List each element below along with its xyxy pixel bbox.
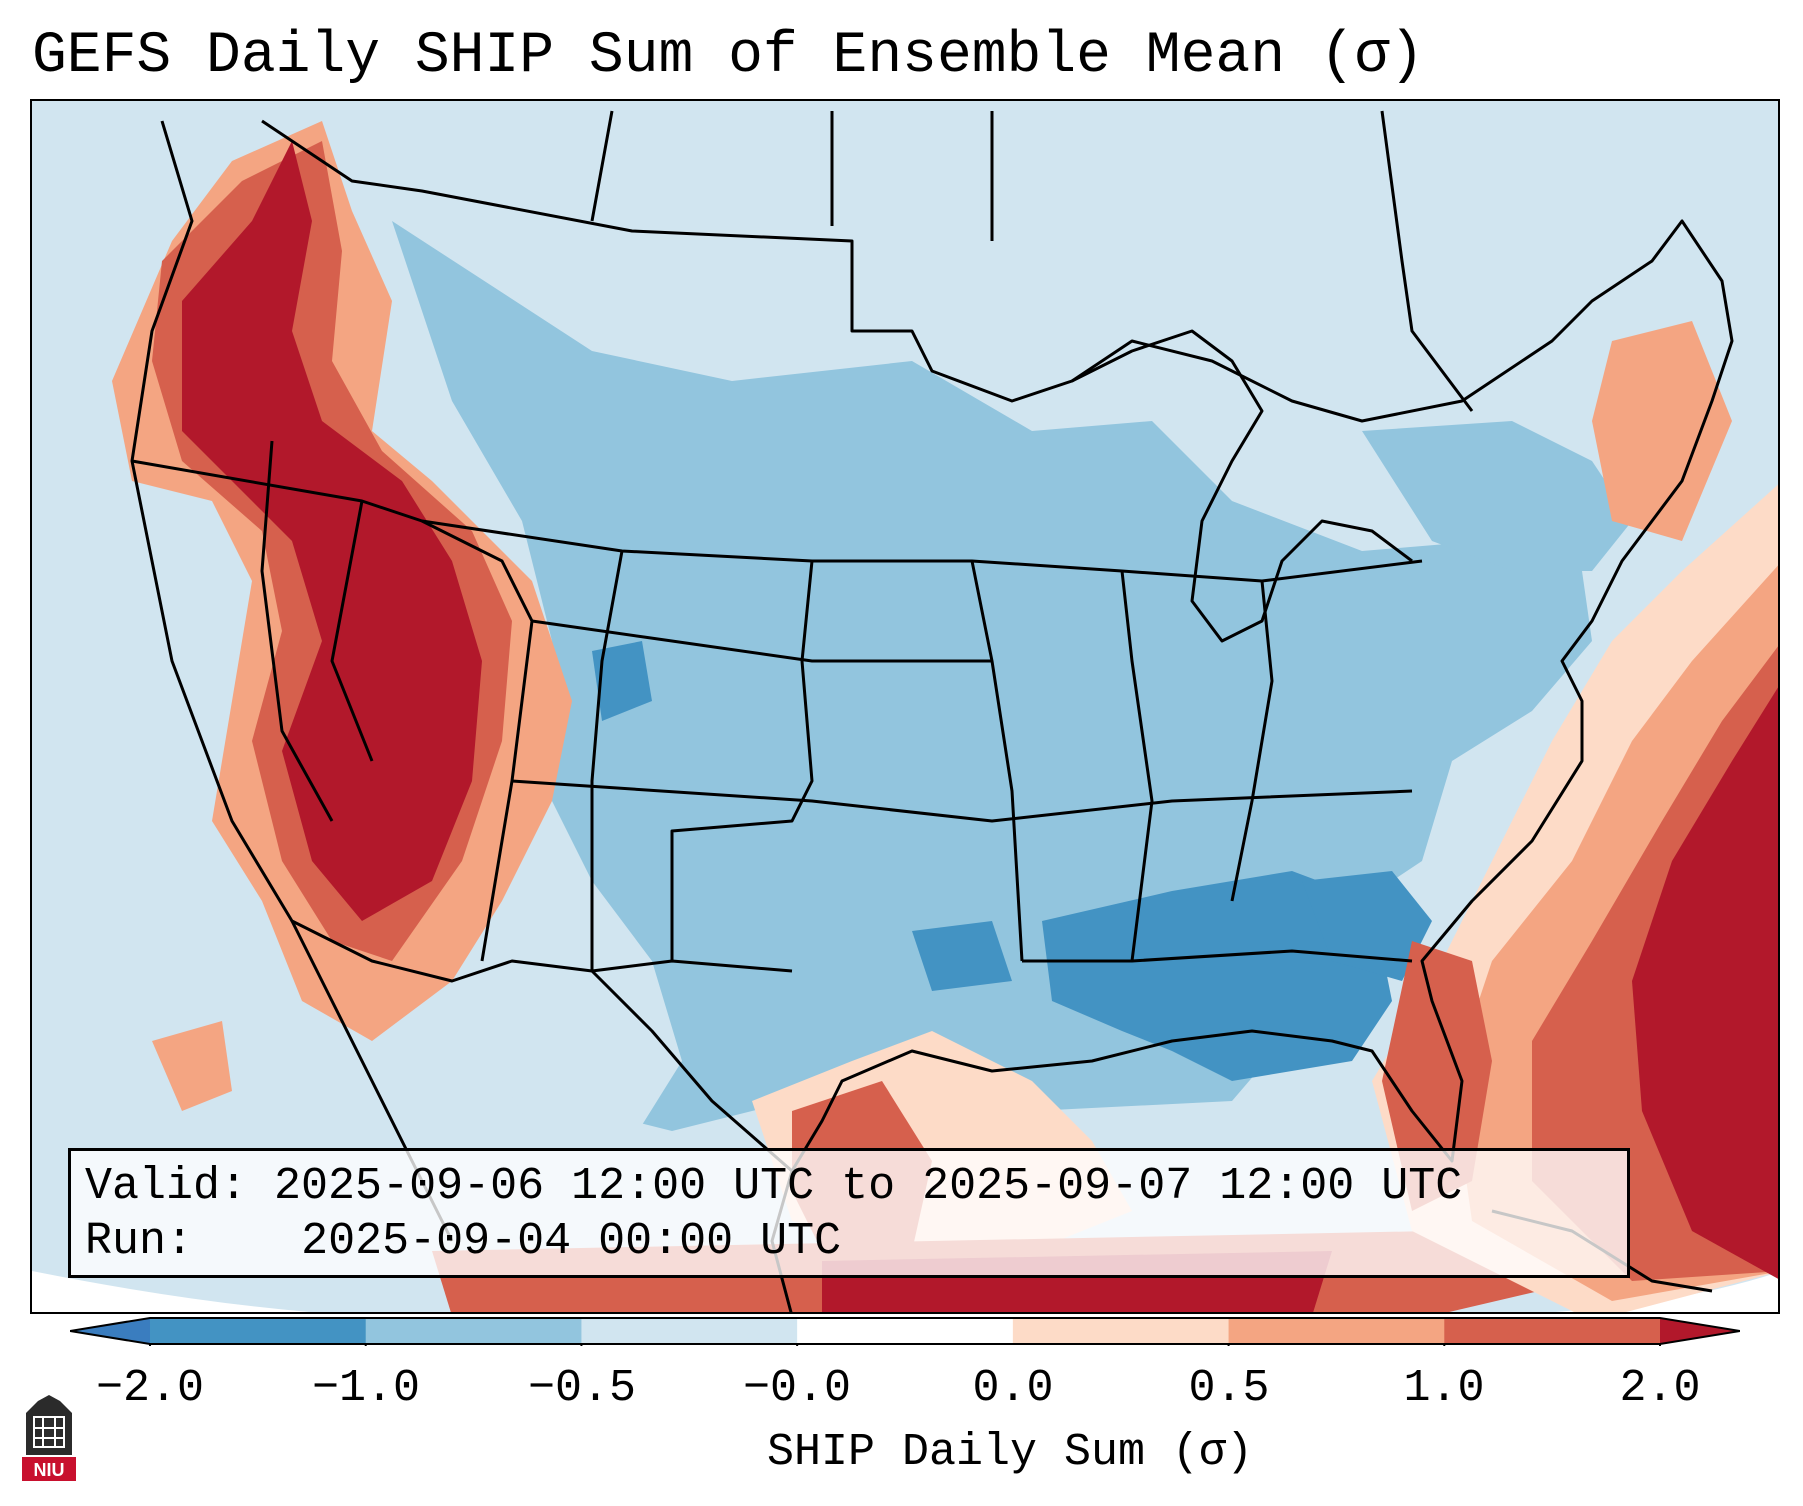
anomaly-region-atlantic-core xyxy=(1632,687,1778,1279)
anomaly-region-mexico-pacific xyxy=(152,1021,232,1111)
colorbar xyxy=(70,1316,1740,1346)
colorbar-tick-label: 0.0 xyxy=(972,1363,1054,1414)
logo-text: NIU xyxy=(34,1460,65,1480)
anomaly-region-texas-coast xyxy=(912,921,1012,991)
border-great-lakes xyxy=(1071,329,1413,643)
niu-logo: NIU xyxy=(22,1395,76,1481)
outside-domain-right xyxy=(1555,1272,1778,1312)
run-time: 2025-09-04 00:00 UTC xyxy=(301,1216,842,1267)
run-label: Run: xyxy=(85,1216,194,1267)
state-borders xyxy=(130,110,1734,1312)
outside-domain-left xyxy=(32,1271,310,1312)
colorbar-tick-label: 2.0 xyxy=(1619,1363,1701,1414)
valid-label: Valid: xyxy=(85,1161,248,1212)
colorbar-bin xyxy=(581,1318,798,1344)
anomaly-region-colorado xyxy=(592,641,652,721)
map-panel xyxy=(30,99,1780,1314)
colorbar-extend-low xyxy=(70,1318,150,1344)
colorbar-tick-label: 1.0 xyxy=(1403,1363,1485,1414)
anomaly-region-light-mexico xyxy=(452,801,682,1161)
colorbar-bin xyxy=(1444,1318,1661,1344)
colorbar-tick-label: −2.0 xyxy=(95,1363,205,1414)
colorbar-bin xyxy=(1228,1318,1445,1344)
map-canvas xyxy=(32,101,1778,1312)
valid-time-box: Valid: 2025-09-06 12:00 UTC to 2025-09-0… xyxy=(68,1148,1630,1278)
colorbar-extend-high xyxy=(1660,1318,1740,1344)
colorbar-tick-label: −0.5 xyxy=(527,1363,637,1414)
anomaly-region-new-england xyxy=(1592,321,1732,541)
logo-windows xyxy=(33,1416,65,1448)
colorbar-bin xyxy=(1012,1318,1230,1344)
anomaly-region-northeast xyxy=(1362,421,1632,571)
colorbar-label: SHIP Daily Sum (σ) xyxy=(766,1427,1254,1478)
border-latitude-lines xyxy=(511,619,1413,973)
page-title: GEFS Daily SHIP Sum of Ensemble Mean (σ) xyxy=(32,24,1425,89)
border-canada-provinces xyxy=(590,110,1474,412)
colorbar-bin xyxy=(150,1318,367,1344)
border-us-outline xyxy=(130,119,1734,1173)
colorbar-tick-label: −0.0 xyxy=(742,1363,852,1414)
anomaly-region-florida xyxy=(1382,941,1492,1211)
colorbar-tick-label: 0.5 xyxy=(1188,1363,1270,1414)
logo-banner xyxy=(22,1457,76,1481)
anomaly-region-pacific-northwest-strong xyxy=(182,141,482,921)
colorbar-bin xyxy=(365,1318,582,1344)
colorbar-bin xyxy=(797,1318,1014,1344)
colorbar-tick-label: −1.0 xyxy=(311,1363,421,1414)
anomaly-region-gulf-strong xyxy=(1042,871,1392,1081)
logo-building xyxy=(26,1395,72,1455)
valid-time: 2025-09-06 12:00 UTC to 2025-09-07 12:00… xyxy=(274,1161,1463,1212)
colorbar-bins xyxy=(70,1317,1740,1346)
anomaly-field-negative xyxy=(392,221,1632,1161)
